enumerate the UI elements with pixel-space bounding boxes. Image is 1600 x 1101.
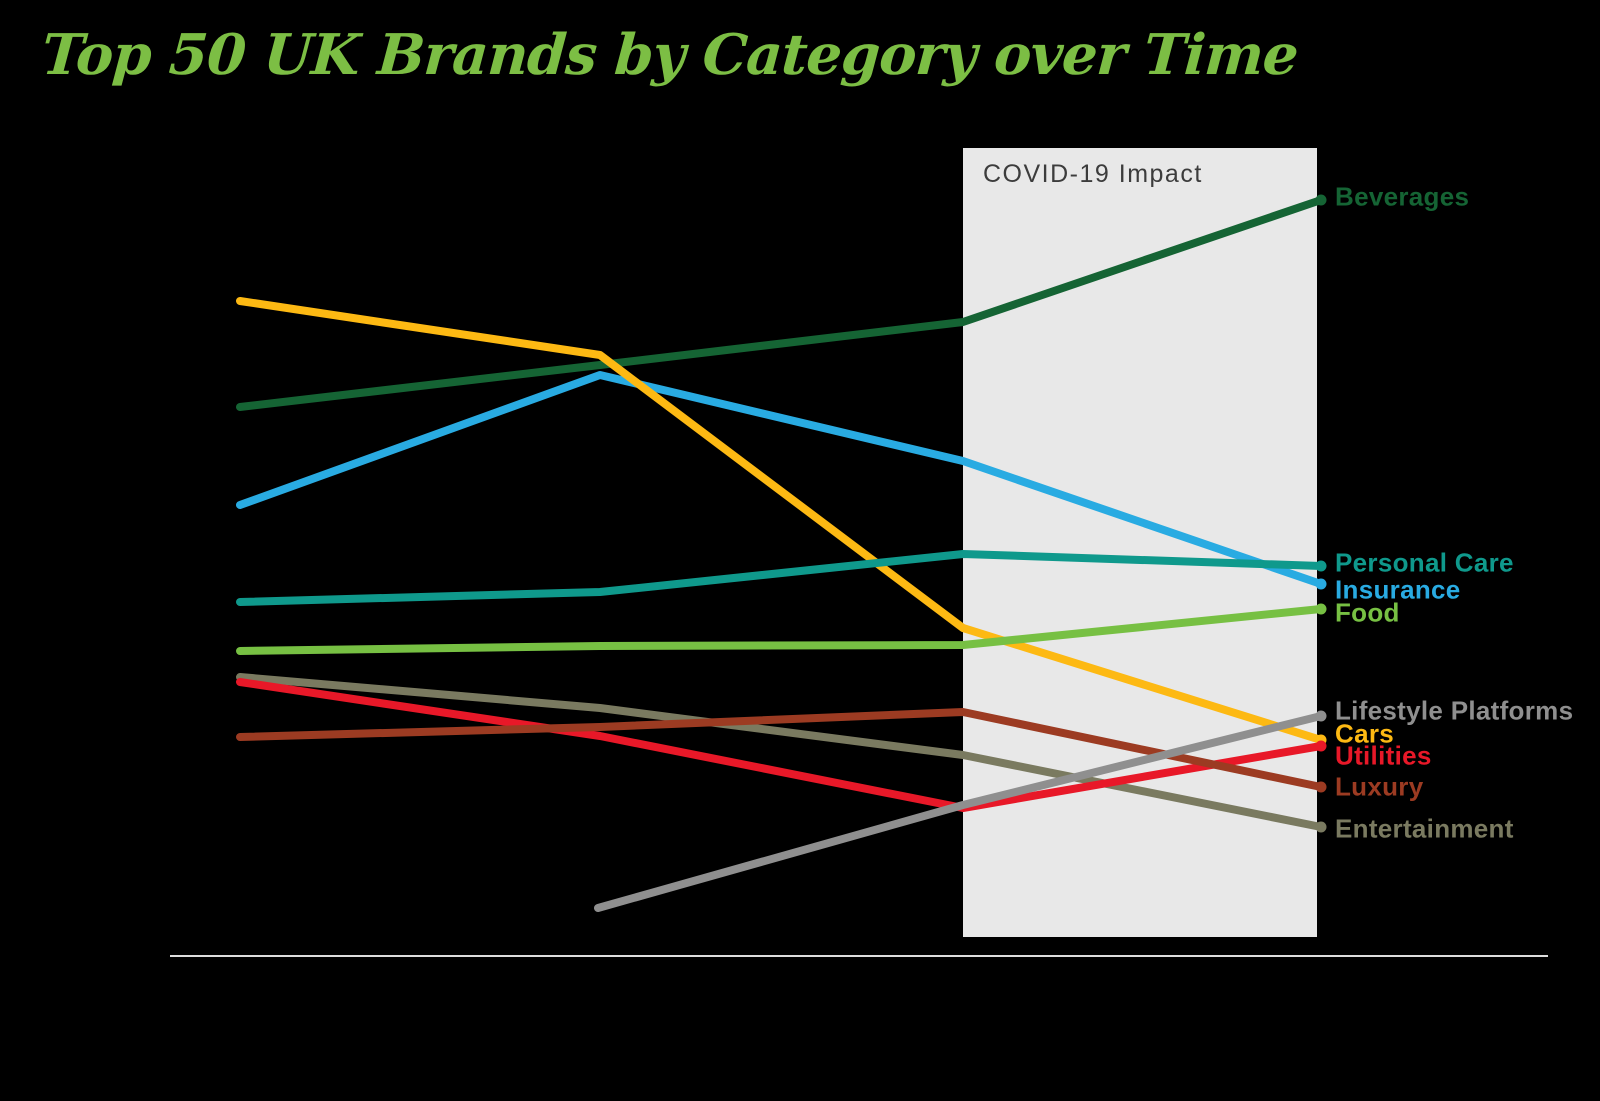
series-line-food <box>236 603 1327 655</box>
series-end-dot-luxury <box>1315 781 1327 793</box>
series-end-dot-personal-care <box>1315 560 1327 572</box>
series-label-luxury: Luxury <box>1335 771 1424 802</box>
series-line-luxury <box>236 708 1327 793</box>
series-label-entertainment: Entertainment <box>1335 813 1514 844</box>
series-label-beverages: Beverages <box>1335 181 1470 212</box>
series-end-dot-utilities <box>1315 740 1327 752</box>
covid-band-label: COVID-19 Impact <box>983 160 1203 188</box>
series-line-beverages <box>236 194 1327 411</box>
series-line-lifestyle-platforms <box>594 710 1327 912</box>
series-line-personal-care <box>236 550 1327 606</box>
series-line-utilities <box>236 678 1327 812</box>
x-axis-baseline <box>170 955 1548 957</box>
series-line-cars <box>236 297 1327 746</box>
series-label-lifestyle-platforms: Lifestyle Platforms <box>1335 695 1574 726</box>
series-end-dot-entertainment <box>1315 821 1327 833</box>
series-label-personal-care: Personal Care <box>1335 547 1514 578</box>
series-label-utilities: Utilities <box>1335 740 1432 771</box>
series-label-cars: Cars <box>1335 718 1395 749</box>
series-line-entertainment <box>236 673 1327 833</box>
series-label-insurance: Insurance <box>1335 574 1461 605</box>
series-line-insurance <box>236 371 1327 590</box>
series-end-dot-lifestyle-platforms <box>1315 710 1327 722</box>
series-end-dot-insurance <box>1315 578 1327 590</box>
series-end-dot-food <box>1315 603 1327 615</box>
series-label-food: Food <box>1335 597 1400 628</box>
covid-impact-band: COVID-19 Impact <box>963 148 1317 937</box>
series-end-dot-beverages <box>1315 194 1327 206</box>
